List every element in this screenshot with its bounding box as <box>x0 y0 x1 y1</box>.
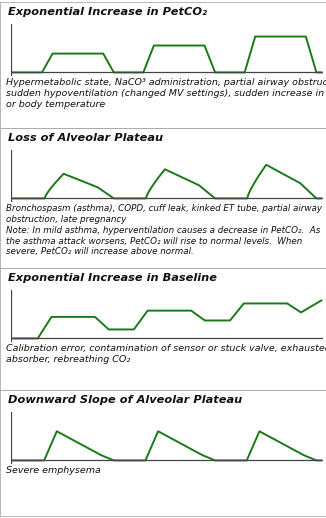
Text: Calibration error, contamination of sensor or stuck valve, exhausted CO₂
absorbe: Calibration error, contamination of sens… <box>7 344 326 364</box>
Text: Hypermetabolic state, NaCO³ administration, partial airway obstruction,
sudden h: Hypermetabolic state, NaCO³ administrati… <box>7 78 326 108</box>
Text: Exponential Increase in Baseline: Exponential Increase in Baseline <box>8 273 217 283</box>
Text: Loss of Alveolar Plateau: Loss of Alveolar Plateau <box>8 133 163 143</box>
Text: Exponential Increase in PetCO₂: Exponential Increase in PetCO₂ <box>8 7 207 17</box>
Text: Severe emphysema: Severe emphysema <box>7 466 101 475</box>
Text: Bronchospasm (asthma), COPD, cuff leak, kinked ET tube, partial airway
obstructi: Bronchospasm (asthma), COPD, cuff leak, … <box>7 204 322 256</box>
Text: Downward Slope of Alveolar Plateau: Downward Slope of Alveolar Plateau <box>8 395 243 405</box>
